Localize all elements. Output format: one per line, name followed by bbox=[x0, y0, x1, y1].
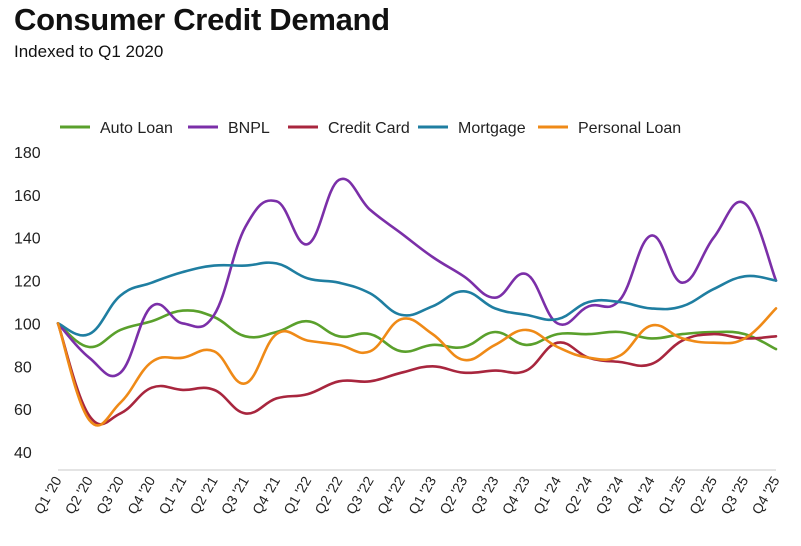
legend-item-bnpl: BNPL bbox=[188, 120, 270, 137]
x-tick-label: Q2 '23 bbox=[436, 473, 470, 517]
x-tick-label: Q4 '23 bbox=[499, 473, 533, 517]
y-tick-label: 60 bbox=[14, 402, 32, 419]
x-tick-label: Q3 '24 bbox=[592, 473, 626, 517]
chart-title: Consumer Credit Demand bbox=[14, 2, 390, 37]
legend-label: Credit Card bbox=[328, 120, 410, 137]
x-tick-label: Q1 '24 bbox=[530, 473, 564, 517]
y-tick-label: 140 bbox=[14, 231, 41, 248]
legend-label: Mortgage bbox=[458, 120, 526, 137]
legend-label: BNPL bbox=[228, 120, 270, 137]
y-tick-label: 100 bbox=[14, 316, 41, 333]
y-tick-label: 80 bbox=[14, 359, 32, 376]
x-tick-label: Q3 '21 bbox=[218, 473, 252, 517]
x-tick-label: Q4 '24 bbox=[623, 473, 657, 517]
x-tick-label: Q3 '25 bbox=[717, 473, 751, 517]
series-lines bbox=[56, 177, 778, 427]
series-line-credit-card bbox=[56, 322, 778, 426]
y-tick-label: 180 bbox=[14, 145, 41, 162]
x-tick-label: Q2 '24 bbox=[561, 473, 595, 517]
y-axis: 40 60 80 100 120 140 160 180 bbox=[14, 145, 41, 462]
legend-item-mortgage: Mortgage bbox=[418, 120, 526, 137]
x-tick-label: Q2 '22 bbox=[311, 473, 345, 517]
legend-item-credit-card: Credit Card bbox=[288, 120, 410, 137]
legend: Auto Loan BNPL Credit Card Mortgage Personal… bbox=[60, 120, 681, 137]
series-line-personal-loan bbox=[56, 307, 778, 427]
x-tick-label: Q4 '20 bbox=[124, 473, 158, 517]
y-tick-label: 40 bbox=[14, 445, 32, 462]
y-tick-label: 160 bbox=[14, 188, 41, 205]
x-tick-label: Q3 '22 bbox=[343, 473, 377, 517]
chart-subtitle: Indexed to Q1 2020 bbox=[14, 42, 164, 61]
y-tick-label: 120 bbox=[14, 274, 41, 291]
x-tick-label: Q4 '22 bbox=[374, 473, 408, 517]
x-tick-label: Q2 '25 bbox=[686, 473, 720, 517]
series-line-bnpl bbox=[56, 177, 778, 378]
x-tick-label: Q3 '23 bbox=[467, 473, 501, 517]
legend-item-personal-loan: Personal Loan bbox=[538, 120, 681, 137]
x-tick-label: Q1 '22 bbox=[280, 473, 314, 517]
x-tick-label: Q2 '21 bbox=[186, 473, 220, 517]
x-tick-label: Q4 '25 bbox=[748, 473, 782, 517]
x-tick-label: Q2 '20 bbox=[62, 473, 96, 517]
x-tick-label: Q4 '21 bbox=[249, 473, 283, 517]
legend-label: Personal Loan bbox=[578, 120, 681, 137]
x-tick-label: Q1 '25 bbox=[655, 473, 689, 517]
legend-item-auto-loan: Auto Loan bbox=[60, 120, 173, 137]
x-tick-label: Q3 '20 bbox=[93, 473, 127, 517]
x-tick-label: Q1 '21 bbox=[155, 473, 189, 517]
x-tick-label: Q1 '20 bbox=[30, 473, 64, 517]
series-line-mortgage bbox=[56, 261, 778, 337]
legend-label: Auto Loan bbox=[100, 120, 173, 137]
x-tick-label: Q1 '23 bbox=[405, 473, 439, 517]
series-line-auto-loan bbox=[56, 309, 778, 353]
